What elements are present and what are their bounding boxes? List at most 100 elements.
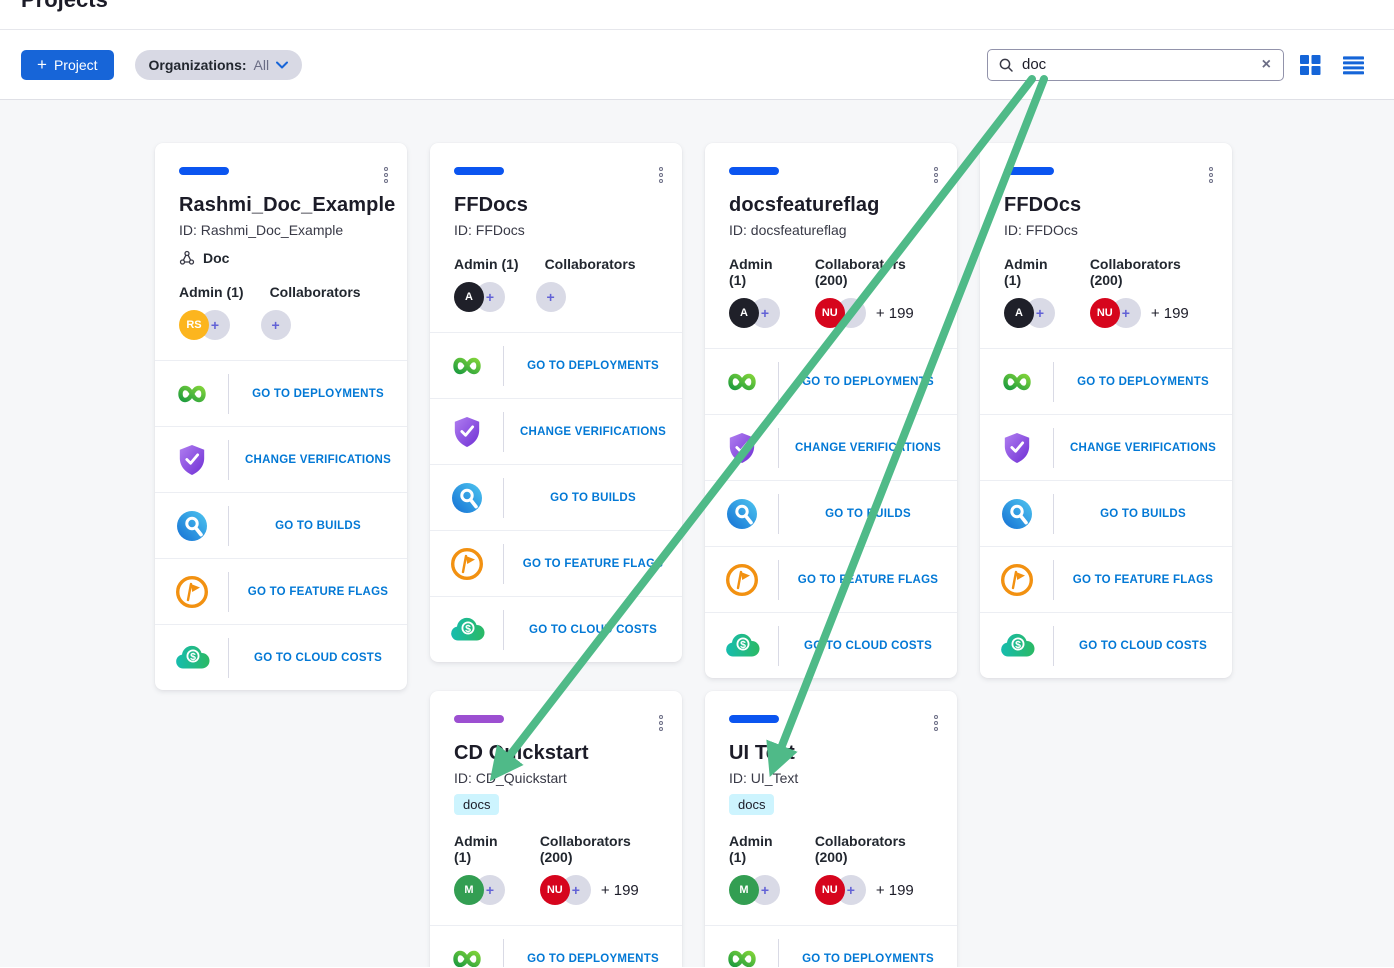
card-action-change-verifications[interactable]: CHANGE VERIFICATIONS [155,426,407,492]
feature-flags-icon [1000,563,1034,597]
divider [1053,361,1054,402]
avatar[interactable]: M [454,875,484,905]
card-action-go-to-feature-flags[interactable]: GO TO FEATURE FLAGS [980,546,1232,612]
kebab-dot [659,167,663,171]
kebab-menu-icon[interactable] [382,165,390,185]
search-clear-icon[interactable]: × [1261,55,1271,73]
card-action-go-to-deployments[interactable]: GO TO DEPLOYMENTS [430,332,682,398]
card-action-go-to-deployments[interactable]: GO TO DEPLOYMENTS [155,360,407,426]
action-link[interactable]: GO TO CLOUD COSTS [1079,639,1207,652]
card-action-change-verifications[interactable]: CHANGE VERIFICATIONS [980,414,1232,480]
add-member-icon[interactable]: + [535,282,566,312]
avatar[interactable]: A [729,298,759,328]
grid-view-icon[interactable] [1300,54,1321,75]
action-link[interactable]: GO TO FEATURE FLAGS [247,585,389,598]
card-action-go-to-cloud-costs[interactable]: $ GO TO CLOUD COSTS [705,612,957,678]
kebab-dot [1209,179,1213,183]
action-link[interactable]: CHANGE VERIFICATIONS [795,441,941,454]
card-action-change-verifications[interactable]: CHANGE VERIFICATIONS [705,414,957,480]
action-link[interactable]: GO TO DEPLOYMENTS [252,387,384,400]
action-link[interactable]: GO TO FEATURE FLAGS [797,573,939,586]
admin-avatars: A + [1004,298,1064,328]
card-action-go-to-cloud-costs[interactable]: $ GO TO CLOUD COSTS [430,596,682,662]
card-action-go-to-deployments[interactable]: GO TO DEPLOYMENTS [980,348,1232,414]
card-action-go-to-feature-flags[interactable]: GO TO FEATURE FLAGS [705,546,957,612]
people-section: Admin (1) M + Collaborators (200) NU + + 199 [454,833,658,925]
admin-group: Admin (1) M + [729,833,789,905]
action-link[interactable]: GO TO FEATURE FLAGS [522,557,664,570]
card-action-change-verifications[interactable]: CHANGE VERIFICATIONS [430,398,682,464]
card-action-go-to-builds[interactable]: GO TO BUILDS [155,492,407,558]
avatar[interactable]: NU [814,298,845,328]
card-action-go-to-cloud-costs[interactable]: $ GO TO CLOUD COSTS [980,612,1232,678]
card-action-go-to-deployments[interactable]: GO TO DEPLOYMENTS [705,925,957,967]
kebab-dot [384,173,388,177]
admin-label: Admin (1) [729,833,773,865]
kebab-menu-icon[interactable] [1207,165,1215,185]
collaborators-overflow-count: + 199 [600,881,639,899]
project-card[interactable]: FFDocs ID: FFDocs Admin (1) A + Collaborators… [430,143,682,662]
card-action-go-to-feature-flags[interactable]: GO TO FEATURE FLAGS [430,530,682,596]
card-action-go-to-builds[interactable]: GO TO BUILDS [430,464,682,530]
avatar[interactable]: A [454,282,484,312]
action-link[interactable]: GO TO BUILDS [825,507,911,520]
action-link[interactable]: GO TO FEATURE FLAGS [1072,573,1214,586]
action-link[interactable]: CHANGE VERIFICATIONS [520,425,666,438]
action-link[interactable]: GO TO CLOUD COSTS [529,623,657,636]
action-link[interactable]: GO TO BUILDS [275,519,361,532]
kebab-menu-icon[interactable] [657,165,665,185]
action-link[interactable]: CHANGE VERIFICATIONS [1070,441,1216,454]
avatar[interactable]: NU [1089,298,1120,328]
add-member-icon[interactable]: + [260,310,291,340]
action-link[interactable]: GO TO BUILDS [550,491,636,504]
list-view-icon[interactable] [1343,55,1364,75]
project-card[interactable]: docsfeatureflag ID: docsfeatureflag Admin … [705,143,957,678]
card-action-go-to-feature-flags[interactable]: GO TO FEATURE FLAGS [155,558,407,624]
project-card[interactable]: Rashmi_Doc_Example ID: Rashmi_Doc_Example… [155,143,407,690]
svg-text:$: $ [465,623,471,635]
action-link[interactable]: GO TO DEPLOYMENTS [802,375,934,388]
cloud-costs-icon: $ [724,632,760,659]
project-card[interactable]: FFDOcs ID: FFDOcs Admin (1) A + Collaborators… [980,143,1232,678]
action-link[interactable]: GO TO DEPLOYMENTS [1077,375,1209,388]
divider [228,637,229,678]
kebab-menu-icon[interactable] [657,713,665,733]
people-section: Admin (1) A + Collaborators (200) NU + + 199 [729,256,933,348]
action-link[interactable]: GO TO DEPLOYMENTS [802,952,934,965]
avatar[interactable]: NU [814,875,845,905]
action-icon-cell [155,510,228,542]
card-action-go-to-deployments[interactable]: GO TO DEPLOYMENTS [705,348,957,414]
kebab-dot [384,167,388,171]
action-link[interactable]: GO TO DEPLOYMENTS [527,952,659,965]
new-project-button[interactable]: + Project [21,49,114,80]
project-id: ID: Rashmi_Doc_Example [179,222,344,238]
action-link[interactable]: GO TO BUILDS [1100,507,1186,520]
collaborators-group: Collaborators + [260,284,361,340]
project-card[interactable]: CD Quickstart ID: CD_Quickstart docs Admin … [430,691,682,967]
card-action-go-to-deployments[interactable]: GO TO DEPLOYMENTS [430,925,682,967]
collaborator-avatars: NU + + 199 [814,298,933,328]
project-card[interactable]: UI Text ID: UI_Text docs Admin (1) M + Collabo… [705,691,957,967]
projects-grid: Rashmi_Doc_Example ID: Rashmi_Doc_Example… [0,100,1394,967]
collaborators-group: Collaborators (200) NU + + 199 [814,256,933,328]
project-color-bar [454,167,504,175]
admin-label: Admin (1) [1004,256,1048,288]
avatar[interactable]: M [729,875,759,905]
avatar[interactable]: RS [179,310,209,340]
search-box[interactable]: × [987,48,1284,81]
action-link[interactable]: GO TO CLOUD COSTS [254,651,382,664]
avatar[interactable]: NU [539,875,570,905]
kebab-dot [1209,167,1213,171]
kebab-menu-icon[interactable] [932,165,940,185]
action-link[interactable]: GO TO CLOUD COSTS [804,639,932,652]
organizations-filter[interactable]: Organizations: All [134,49,303,80]
card-action-go-to-builds[interactable]: GO TO BUILDS [980,480,1232,546]
new-project-label: Project [53,56,98,73]
action-link[interactable]: CHANGE VERIFICATIONS [245,453,391,466]
kebab-menu-icon[interactable] [932,713,940,733]
card-action-go-to-cloud-costs[interactable]: $ GO TO CLOUD COSTS [155,624,407,690]
avatar[interactable]: A [1004,298,1034,328]
search-input[interactable] [1022,56,1260,73]
card-action-go-to-builds[interactable]: GO TO BUILDS [705,480,957,546]
action-link[interactable]: GO TO DEPLOYMENTS [527,359,659,372]
